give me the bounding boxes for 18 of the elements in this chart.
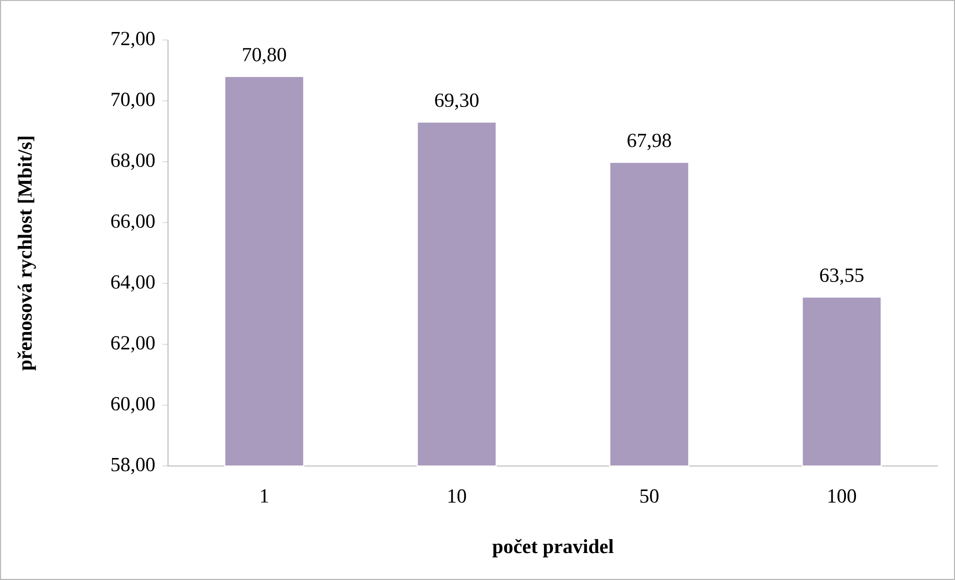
y-axis-title: přenosová rychlost [Mbit/s] (18, 136, 36, 371)
y-tick-label: 72,00 (112, 32, 155, 48)
x-tick-label: 10 (448, 489, 466, 503)
y-tick-label: 58,00 (112, 458, 155, 474)
data-label: 63,55 (820, 268, 864, 285)
x-axis-title: počet pravidel (492, 538, 614, 558)
y-tick-label: 68,00 (111, 154, 155, 170)
x-tick-label: 50 (640, 489, 658, 503)
y-tick-label: 66,00 (111, 214, 155, 231)
x-tick-label: 1 (261, 489, 268, 502)
x-tick-label: 100 (828, 489, 856, 503)
y-tick-label: 62,00 (111, 336, 155, 352)
y-tick-label: 60,00 (111, 396, 155, 414)
data-label: 67,98 (628, 134, 671, 150)
data-label: 69,30 (435, 94, 478, 110)
data-label: 70,80 (243, 48, 286, 64)
y-tick-label: 70,00 (112, 92, 155, 110)
y-tick-label: 64,00 (111, 275, 155, 292)
